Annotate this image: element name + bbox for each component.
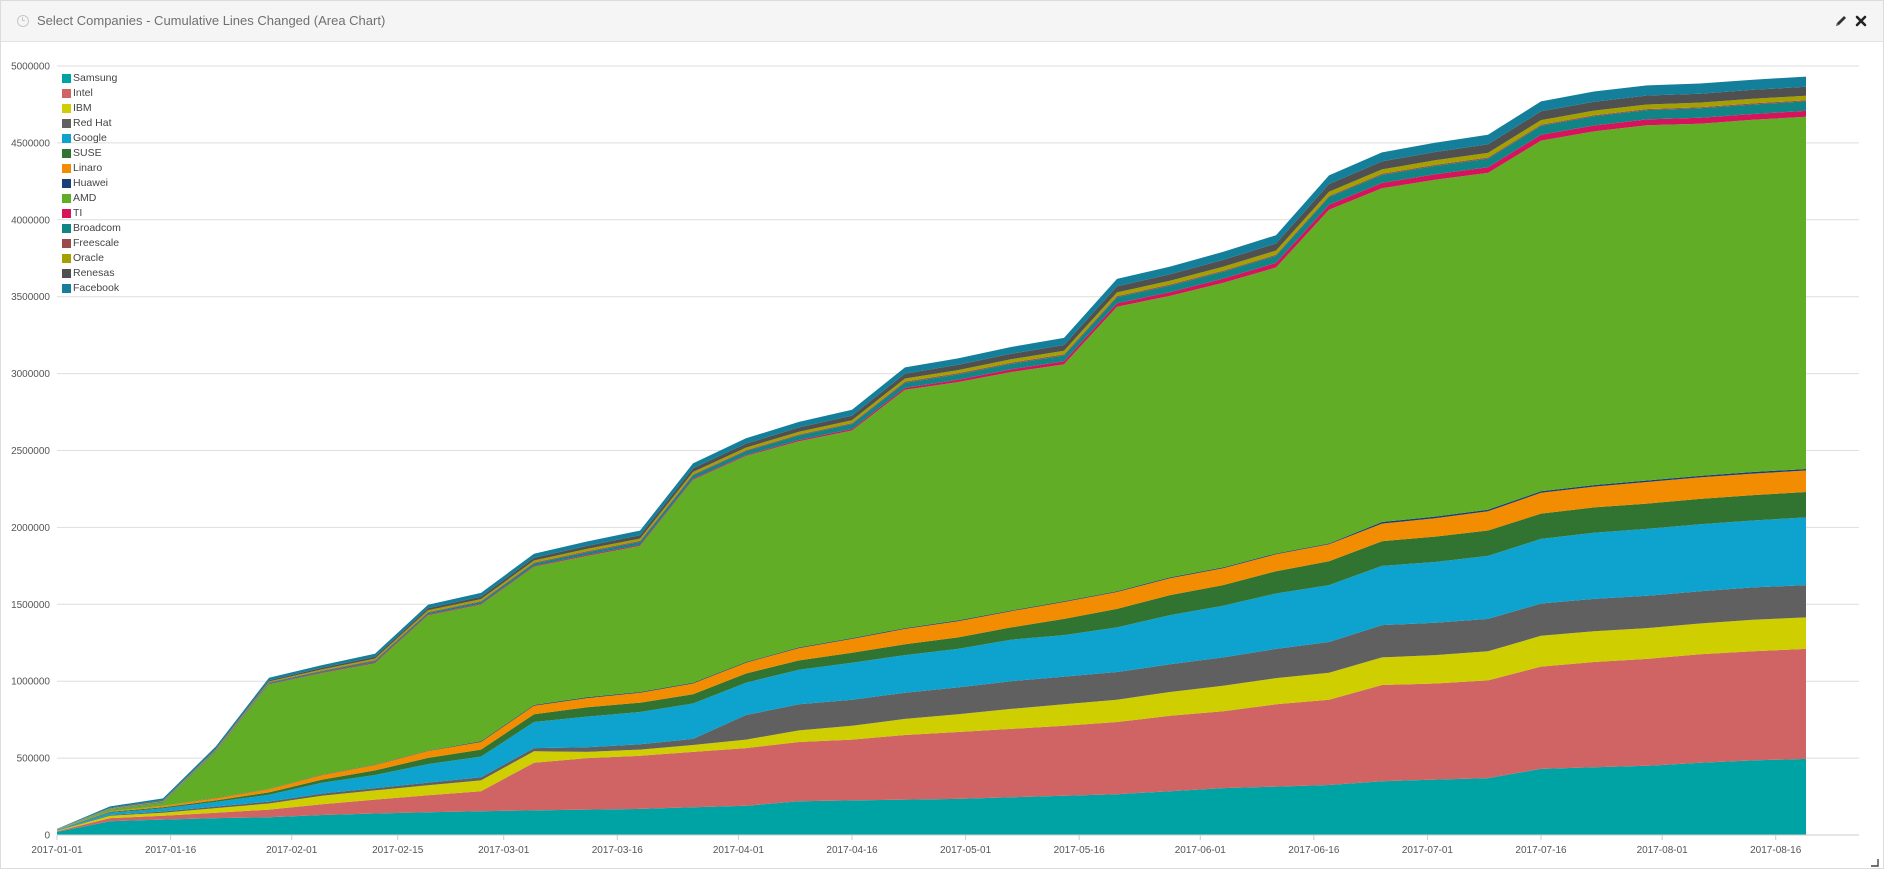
x-tick-label: 2017-06-01	[1175, 845, 1227, 856]
y-tick-label: 1500000	[11, 600, 50, 611]
legend-label: Google	[73, 132, 107, 144]
legend-swatch	[62, 239, 71, 248]
x-tick-label: 2017-03-01	[478, 845, 530, 856]
x-tick-label: 2017-08-16	[1750, 845, 1802, 856]
legend-label: Broadcom	[73, 222, 121, 234]
x-tick-label: 2017-02-01	[266, 845, 318, 856]
area-samsung	[57, 758, 1806, 835]
y-tick-label: 1000000	[11, 677, 50, 688]
legend-swatch	[62, 179, 71, 188]
x-tick-label: 2017-08-01	[1637, 845, 1689, 856]
x-tick-label: 2017-03-16	[592, 845, 644, 856]
legend-label: Huawei	[73, 177, 109, 189]
legend-item-amd[interactable]: AMD	[61, 191, 121, 206]
legend-swatch	[62, 164, 71, 173]
legend-item-google[interactable]: Google	[61, 131, 121, 146]
area-chart: 0 500000 1000000 1500000 2000000 2500000 30000…	[11, 62, 1859, 856]
legend-swatch	[62, 134, 71, 143]
legend-item-facebook[interactable]: Facebook	[61, 281, 121, 296]
x-tick-label: 2017-07-16	[1515, 845, 1567, 856]
legend-label: Red Hat	[73, 117, 112, 129]
x-tick-label: 2017-05-01	[940, 845, 992, 856]
y-tick-label: 2500000	[11, 446, 50, 457]
legend-item-ibm[interactable]: IBM	[61, 101, 121, 116]
legend-label: Oracle	[73, 252, 104, 264]
legend-item-samsung[interactable]: Samsung	[61, 71, 121, 86]
legend-label: Samsung	[73, 72, 118, 84]
legend-swatch	[62, 224, 71, 233]
x-tick-label: 2017-02-15	[372, 845, 424, 856]
legend-item-freescale[interactable]: Freescale	[61, 236, 121, 251]
x-tick-label: 2017-06-16	[1288, 845, 1340, 856]
x-tick-label: 2017-07-01	[1402, 845, 1454, 856]
legend-label: Linaro	[73, 162, 103, 174]
legend-item-ti[interactable]: TI	[61, 206, 121, 221]
legend-swatch	[62, 194, 71, 203]
area-linaro	[57, 470, 1806, 830]
panel-title: Select Companies - Cumulative Lines Chan…	[37, 13, 386, 28]
legend-swatch	[62, 89, 71, 98]
y-tick-label: 2000000	[11, 523, 50, 534]
legend-item-renesas[interactable]: Renesas	[61, 266, 121, 281]
legend-item-broadcom[interactable]: Broadcom	[61, 221, 121, 236]
panel-header: Select Companies - Cumulative Lines Chan…	[1, 1, 1883, 42]
y-tick-label: 0	[44, 831, 50, 842]
legend-swatch	[62, 149, 71, 158]
area-ibm	[57, 617, 1806, 832]
legend-label: Facebook	[73, 282, 120, 294]
area-amd	[57, 116, 1806, 830]
legend-swatch	[62, 209, 71, 218]
pencil-icon[interactable]	[1833, 13, 1849, 29]
legend-swatch	[62, 269, 71, 278]
close-icon[interactable]	[1853, 13, 1869, 29]
legend-label: Renesas	[73, 267, 115, 279]
y-tick-label: 3000000	[11, 369, 50, 380]
legend-item-linaro[interactable]: Linaro	[61, 161, 121, 176]
legend-item-suse[interactable]: SUSE	[61, 146, 121, 161]
x-tick-label: 2017-05-16	[1054, 845, 1106, 856]
legend-item-intel[interactable]: Intel	[61, 86, 121, 101]
area-google	[57, 517, 1806, 831]
legend-item-oracle[interactable]: Oracle	[61, 251, 121, 266]
y-tick-label: 4000000	[11, 215, 50, 226]
legend-label: AMD	[73, 192, 97, 204]
legend-swatch	[62, 104, 71, 113]
legend-swatch	[62, 284, 71, 293]
legend-label: Intel	[73, 87, 93, 99]
x-tick-label: 2017-04-01	[713, 845, 765, 856]
resize-icon[interactable]	[1869, 854, 1879, 867]
legend-swatch	[62, 74, 71, 83]
y-tick-label: 4500000	[11, 138, 50, 149]
y-tick-label: 5000000	[11, 62, 50, 73]
x-tick-label: 2017-04-16	[826, 845, 878, 856]
x-tick-label: 2017-01-01	[31, 845, 83, 856]
legend-label: Freescale	[73, 237, 120, 249]
legend-label: IBM	[73, 102, 92, 114]
legend-label: TI	[73, 207, 83, 219]
area-intel	[57, 648, 1806, 832]
legend-swatch	[62, 119, 71, 128]
clock-icon	[17, 15, 29, 27]
legend-swatch	[62, 254, 71, 263]
y-tick-label: 500000	[17, 754, 51, 765]
legend-item-huawei[interactable]: Huawei	[61, 176, 121, 191]
area-red-hat	[57, 585, 1806, 831]
legend-label: SUSE	[73, 147, 102, 159]
area-suse	[57, 492, 1806, 830]
chart-legend: Samsung Intel IBM Red Hat Google SUSE Linaro Hu…	[61, 71, 121, 296]
y-tick-label: 3500000	[11, 292, 50, 303]
x-tick-label: 2017-01-16	[145, 845, 197, 856]
legend-item-red-hat[interactable]: Red Hat	[61, 116, 121, 131]
